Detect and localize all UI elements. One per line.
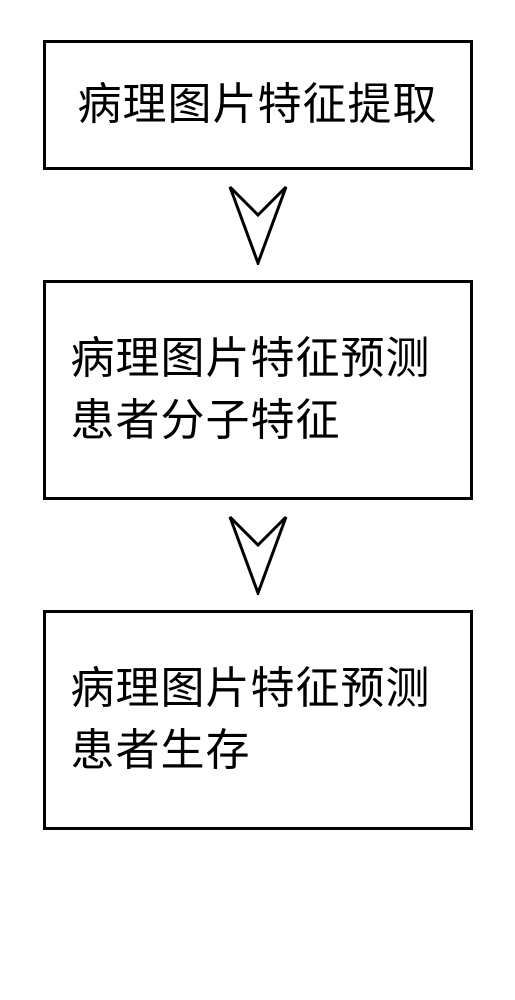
flowchart-node-1: 病理图片特征提取 — [43, 40, 473, 170]
down-arrow-icon — [228, 185, 288, 265]
flowchart-node-2: 病理图片特征预测患者分子特征 — [43, 280, 473, 500]
node-2-text: 病理图片特征预测患者分子特征 — [71, 328, 445, 451]
arrow-2-container — [228, 500, 288, 610]
node-3-text: 病理图片特征预测患者生存 — [71, 658, 445, 781]
flowchart-node-3: 病理图片特征预测患者生存 — [43, 610, 473, 830]
arrow-1-container — [228, 170, 288, 280]
node-1-text: 病理图片特征提取 — [78, 74, 438, 136]
down-arrow-icon — [228, 515, 288, 595]
